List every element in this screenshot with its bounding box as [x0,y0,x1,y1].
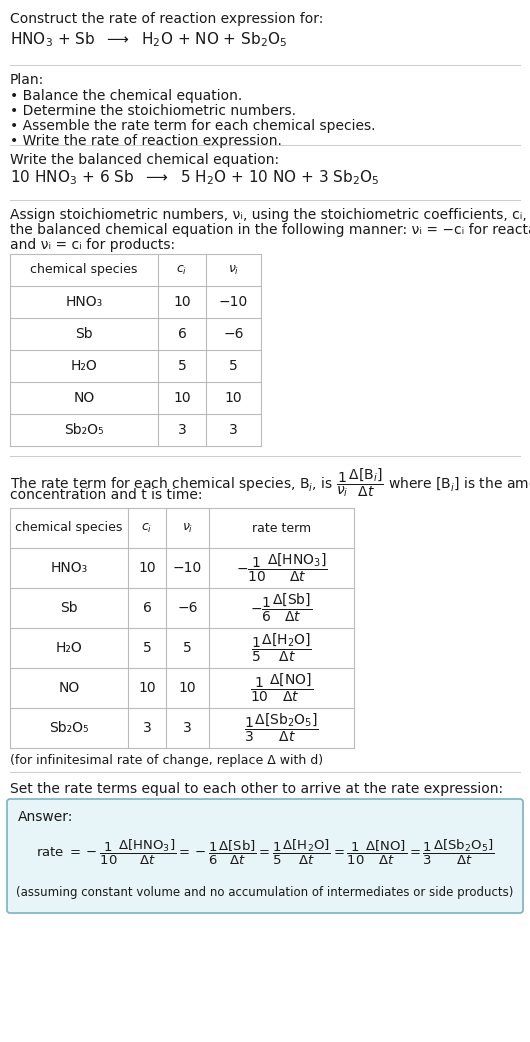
Text: • Write the rate of reaction expression.: • Write the rate of reaction expression. [10,134,282,148]
Text: Set the rate terms equal to each other to arrive at the rate expression:: Set the rate terms equal to each other t… [10,782,503,796]
Text: $-\dfrac{1}{10}\dfrac{\Delta[\mathrm{HNO_3}]}{\Delta t}$: $-\dfrac{1}{10}\dfrac{\Delta[\mathrm{HNO… [236,552,328,585]
Text: −10: −10 [173,561,202,575]
Text: 10: 10 [179,681,196,695]
Text: Sb₂O₅: Sb₂O₅ [64,423,104,437]
Text: 5: 5 [229,359,238,373]
Text: the balanced chemical equation in the following manner: νᵢ = −cᵢ for reactants: the balanced chemical equation in the fo… [10,223,530,237]
Text: H₂O: H₂O [70,359,98,373]
Text: The rate term for each chemical species, B$_i$, is $\dfrac{1}{\nu_i}\dfrac{\Delt: The rate term for each chemical species,… [10,466,530,499]
Text: $-\dfrac{1}{6}\dfrac{\Delta[\mathrm{Sb}]}{\Delta t}$: $-\dfrac{1}{6}\dfrac{\Delta[\mathrm{Sb}]… [251,592,313,624]
Text: HNO₃: HNO₃ [50,561,87,575]
Text: $\nu_i$: $\nu_i$ [228,264,239,276]
Text: $c_i$: $c_i$ [176,264,188,276]
Text: $\dfrac{1}{5}\dfrac{\Delta[\mathrm{H_2O}]}{\Delta t}$: $\dfrac{1}{5}\dfrac{\Delta[\mathrm{H_2O}… [251,631,312,664]
Text: $c_i$: $c_i$ [142,521,153,535]
Text: $\nu_i$: $\nu_i$ [182,521,193,535]
Text: Assign stoichiometric numbers, νᵢ, using the stoichiometric coefficients, cᵢ, fr: Assign stoichiometric numbers, νᵢ, using… [10,208,530,222]
Text: NO: NO [58,681,80,695]
Text: 3: 3 [143,721,152,735]
Text: • Determine the stoichiometric numbers.: • Determine the stoichiometric numbers. [10,104,296,118]
Text: • Assemble the rate term for each chemical species.: • Assemble the rate term for each chemic… [10,119,375,133]
Text: $\dfrac{1}{10}\dfrac{\Delta[\mathrm{NO}]}{\Delta t}$: $\dfrac{1}{10}\dfrac{\Delta[\mathrm{NO}]… [250,672,313,704]
Text: H₂O: H₂O [56,641,82,655]
Text: 3: 3 [183,721,192,735]
Text: Sb: Sb [75,327,93,341]
Text: 10 HNO$_3$ + 6 Sb  $\longrightarrow$  5 H$_2$O + 10 NO + 3 Sb$_2$O$_5$: 10 HNO$_3$ + 6 Sb $\longrightarrow$ 5 H$… [10,168,379,187]
Text: 3: 3 [178,423,187,437]
Text: rate $= -\dfrac{1}{10}\dfrac{\Delta[\mathrm{HNO_3}]}{\Delta t} = -\dfrac{1}{6}\d: rate $= -\dfrac{1}{10}\dfrac{\Delta[\mat… [36,838,494,867]
Text: 10: 10 [225,391,242,405]
Text: • Balance the chemical equation.: • Balance the chemical equation. [10,89,242,103]
Text: 5: 5 [183,641,192,655]
Text: concentration and t is time:: concentration and t is time: [10,488,202,502]
Text: 10: 10 [138,681,156,695]
Text: Sb: Sb [60,601,78,615]
Text: Plan:: Plan: [10,73,44,86]
Text: (assuming constant volume and no accumulation of intermediates or side products): (assuming constant volume and no accumul… [16,886,514,899]
Text: Sb₂O₅: Sb₂O₅ [49,721,89,735]
Text: (for infinitesimal rate of change, replace Δ with d): (for infinitesimal rate of change, repla… [10,754,323,767]
Text: and νᵢ = cᵢ for products:: and νᵢ = cᵢ for products: [10,238,175,252]
Text: Construct the rate of reaction expression for:: Construct the rate of reaction expressio… [10,13,323,26]
Text: chemical species: chemical species [15,521,122,535]
Text: 5: 5 [143,641,152,655]
Text: $\dfrac{1}{3}\dfrac{\Delta[\mathrm{Sb_2O_5}]}{\Delta t}$: $\dfrac{1}{3}\dfrac{\Delta[\mathrm{Sb_2O… [244,712,319,744]
Text: 6: 6 [178,327,187,341]
Text: 10: 10 [138,561,156,575]
Text: 5: 5 [178,359,187,373]
FancyBboxPatch shape [7,799,523,913]
Text: −10: −10 [219,295,248,309]
Text: −6: −6 [177,601,198,615]
Text: 10: 10 [173,391,191,405]
Text: Write the balanced chemical equation:: Write the balanced chemical equation: [10,153,279,167]
Text: 3: 3 [229,423,238,437]
Text: −6: −6 [223,327,244,341]
Text: HNO$_3$ + Sb  $\longrightarrow$  H$_2$O + NO + Sb$_2$O$_5$: HNO$_3$ + Sb $\longrightarrow$ H$_2$O + … [10,30,287,49]
Text: Answer:: Answer: [18,810,73,824]
Text: 10: 10 [173,295,191,309]
Text: rate term: rate term [252,521,311,535]
Text: HNO₃: HNO₃ [65,295,103,309]
Text: NO: NO [73,391,95,405]
Text: 6: 6 [143,601,152,615]
Text: chemical species: chemical species [30,264,138,276]
